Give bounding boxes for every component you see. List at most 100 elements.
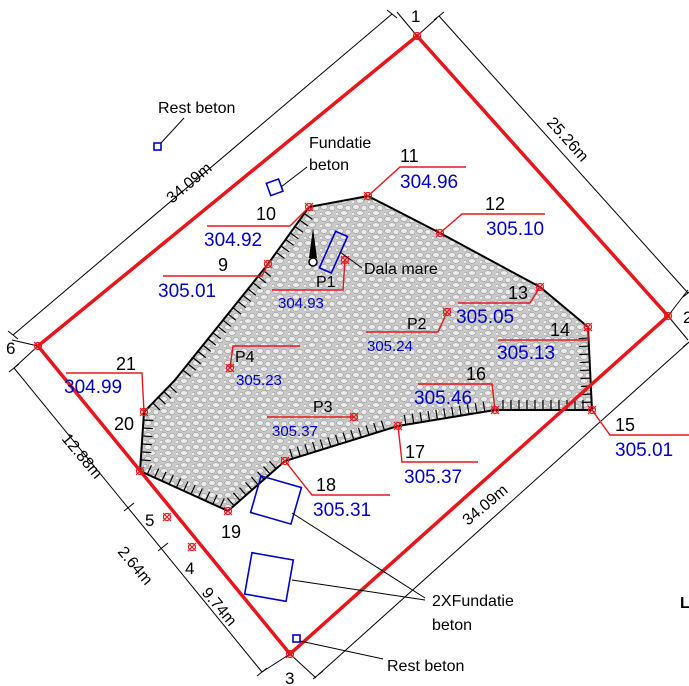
survey-cross [33,341,43,351]
corner-label-1: 1 [411,7,420,26]
hatch-tick [304,444,309,455]
hatch-tick [197,350,207,359]
hatch-tick [275,251,285,259]
elevation-15: 305.01 [615,440,673,461]
survey-cross [135,466,145,476]
hatch-tick [226,497,235,507]
hatch-tick [219,498,225,508]
hatch-tick [222,319,232,327]
survey-cross [223,506,233,516]
hatch-tick [242,294,252,302]
hatch-tick [403,414,407,425]
rest-beton-bottom-marker [292,634,301,643]
hatch-tick [157,396,166,405]
survey-cross [663,311,673,321]
hatch-tick [141,451,152,454]
interior-id-p3: P3 [313,399,333,416]
dimension-ticks [7,9,689,680]
point-id-18: 18 [316,475,336,495]
elevation-14: 305.13 [497,343,555,364]
survey-cross [187,542,197,552]
corner-label-3: 3 [285,669,294,686]
survey-point-ids: 11 12 10 9 13 14 21 16 15 17 18 20 19 [114,146,635,542]
survey-cross [162,512,172,522]
hatch-tick [142,427,153,430]
hatch-tick [197,488,203,498]
corner-labels: 1 6 5 4 3 2 [6,7,689,686]
point-id-9: 9 [218,255,228,275]
hatch-tick [334,434,340,445]
corner-label-6: 6 [6,339,15,358]
elevation-16: 305.46 [414,388,472,409]
hatch-tick [140,459,151,462]
interior-elevation-p3: 305.37 [272,423,318,440]
hatch-tick [451,406,454,417]
rest-beton-bottom-label: Rest beton [387,658,464,675]
elevation-21: 304.99 [64,377,122,398]
elevation-18: 305.31 [313,500,371,521]
fundatie-2x-upper [249,474,303,526]
interior-id-p4: P4 [235,349,255,366]
survey-cross [535,282,545,292]
hatch-tick [154,468,160,478]
fundatie-2x-lower [243,551,295,603]
hatch-tick [373,422,378,433]
dim-bottom-right: 34.09m [460,482,512,529]
survey-cross [187,542,197,552]
point-id-14: 14 [550,320,570,340]
dala-mare-slab [318,230,349,275]
hatch-tick [342,432,347,443]
hatch-tick [251,476,259,486]
hatch-tick [443,408,446,419]
corner-label-5: 5 [145,511,154,530]
interior-point-ids: P1 P2 P4 P3 [235,274,427,416]
hatch-tick [143,419,154,422]
fundatie-2x-label-line2: beton [432,617,472,634]
hatch-tick [183,481,189,492]
point-id-21: 21 [116,354,136,374]
corner-label-4: 4 [185,559,194,578]
interior-elevations: 304.93 305.24 305.23 305.37 [236,295,413,440]
hatch-tick [205,491,211,502]
point-id-13: 13 [508,283,528,303]
hatch-tick [202,344,212,352]
hatch-tick [152,402,161,411]
survey-cross [135,466,145,476]
dim-left-upper: 12.88m [58,431,105,483]
hatch-tick [319,439,324,450]
interior-id-p2: P2 [407,316,427,333]
survey-cross [587,405,597,415]
fundatie-2x-label-line1: 2XFundatie [432,593,514,610]
elevation-10: 304.92 [204,230,262,251]
dala-mare-label: Dala mare [364,261,438,278]
survey-cross [442,307,452,317]
hatch-tick [168,474,174,485]
interior-elevation-p1: 304.93 [278,295,324,312]
hatch-tick [212,494,218,505]
hatch-tick [237,300,247,309]
hatch-tick [435,409,439,420]
point-id-16: 16 [466,364,486,384]
survey-cross [162,512,172,522]
fundatie-beton-box [265,177,284,197]
survey-cross [663,311,673,321]
hatch-tick [365,425,370,436]
hatch-tick [190,484,196,495]
rest-beton-top-label: Rest beton [158,100,235,117]
hatch-tick [269,460,277,470]
hatch-tick [169,385,178,394]
fundatie-beton-label-line2: beton [309,157,349,174]
dimension-lines [12,13,689,676]
embankment-hatch [140,213,592,508]
point-id-10: 10 [256,204,276,224]
hatch-tick [232,307,242,315]
hatch-tick [289,232,299,240]
hatch-tick [247,288,257,296]
cut-off-letter: L [680,595,689,612]
hatch-tick [238,487,247,496]
survey-cross [412,31,422,41]
survey-cross [435,228,445,238]
hatch-tick [192,357,202,365]
hatch-tick [312,441,317,452]
hatch-tick [296,446,301,457]
